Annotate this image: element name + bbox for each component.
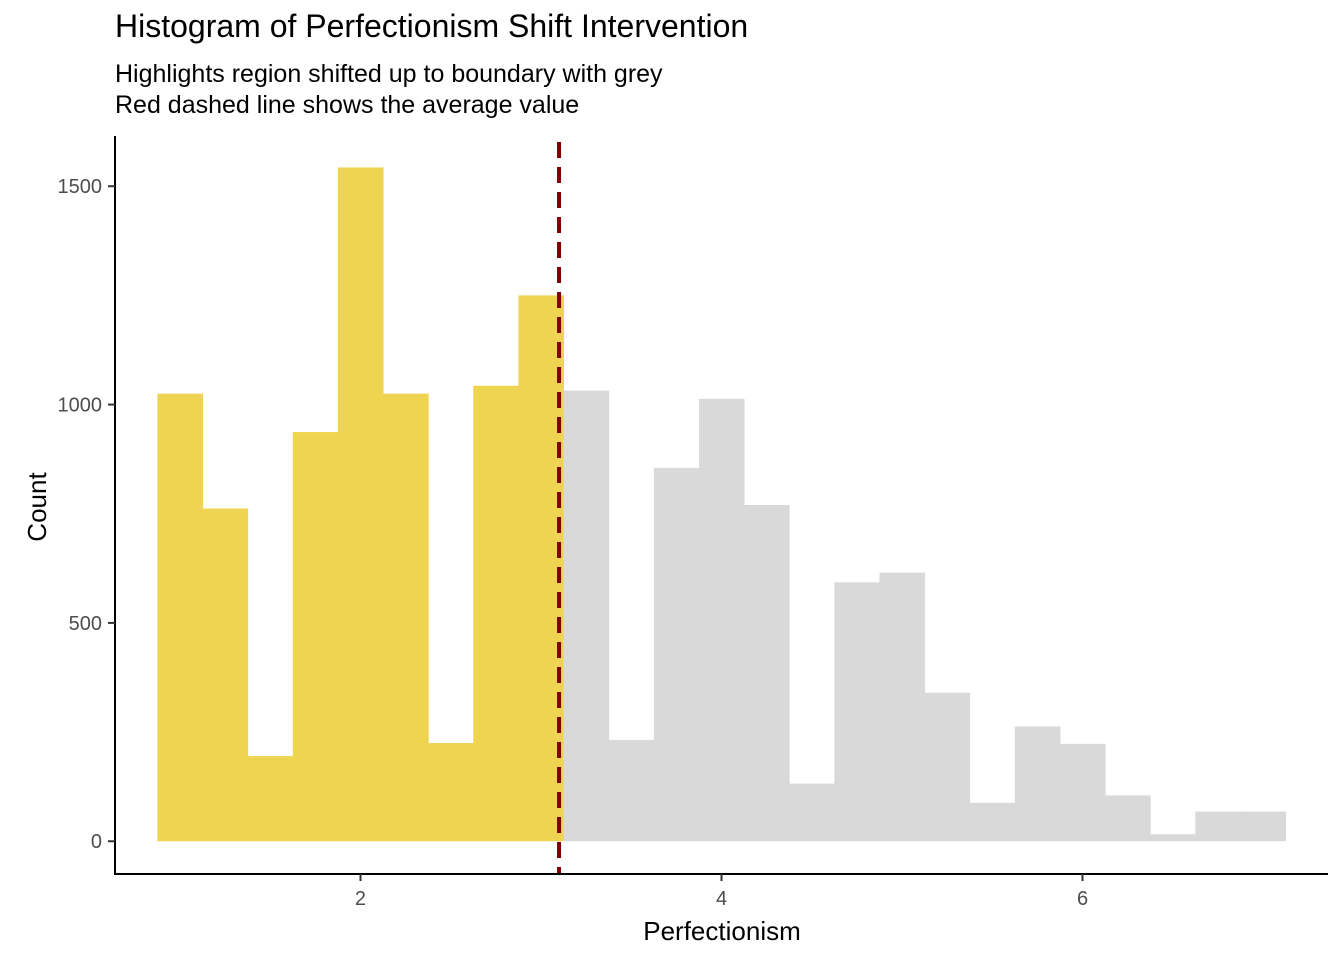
chart-subtitle-line-1: Highlights region shifted up to boundary… <box>115 60 663 88</box>
y-tick-label-500: 500 <box>69 613 102 635</box>
histogram-bar-10 <box>563 390 610 842</box>
histogram-bar-6 <box>383 393 429 842</box>
histogram-bar-8 <box>473 385 519 842</box>
histogram-bar-18 <box>924 692 971 842</box>
histogram-bar-11 <box>608 739 655 842</box>
y-tick-label-0: 0 <box>91 831 102 853</box>
histogram-bar-16 <box>834 582 880 842</box>
x-tick-label-2: 2 <box>355 888 366 910</box>
x-tick-label-6: 6 <box>1077 888 1088 910</box>
histogram-bar-25 <box>1240 811 1287 842</box>
histogram-bar-21 <box>1059 743 1106 842</box>
histogram-bar-14 <box>744 505 790 842</box>
histogram-bar-12 <box>653 467 700 842</box>
bars-layer <box>157 167 1287 842</box>
histogram-bar-20 <box>1014 726 1061 842</box>
axes-layer: 0 500 1000 1500 2 4 6 <box>58 136 1328 910</box>
histogram-bar-15 <box>789 783 835 842</box>
y-axis-title: Count <box>22 472 52 542</box>
chart-title: Histogram of Perfectionism Shift Interve… <box>115 8 749 44</box>
histogram-bar-17 <box>879 572 926 842</box>
histogram-bar-5 <box>337 167 384 842</box>
x-tick-label-4: 4 <box>716 888 727 910</box>
histogram-bar-22 <box>1105 795 1151 842</box>
histogram-bar-24 <box>1195 811 1241 842</box>
histogram-bar-9 <box>518 295 565 842</box>
y-tick-label-1000: 1000 <box>58 395 103 417</box>
histogram-bar-13 <box>698 398 745 842</box>
histogram-bar-1 <box>157 393 204 842</box>
histogram-bar-7 <box>428 742 474 842</box>
histogram-bar-19 <box>969 802 1016 842</box>
histogram-bar-2 <box>202 508 249 842</box>
histogram-bar-3 <box>247 756 294 842</box>
x-axis-title: Perfectionism <box>643 916 801 946</box>
histogram-bar-4 <box>292 432 339 842</box>
y-tick-label-1500: 1500 <box>58 176 103 198</box>
chart-subtitle-line-2: Red dashed line shows the average value <box>115 91 580 119</box>
histogram-bar-23 <box>1150 834 1196 842</box>
